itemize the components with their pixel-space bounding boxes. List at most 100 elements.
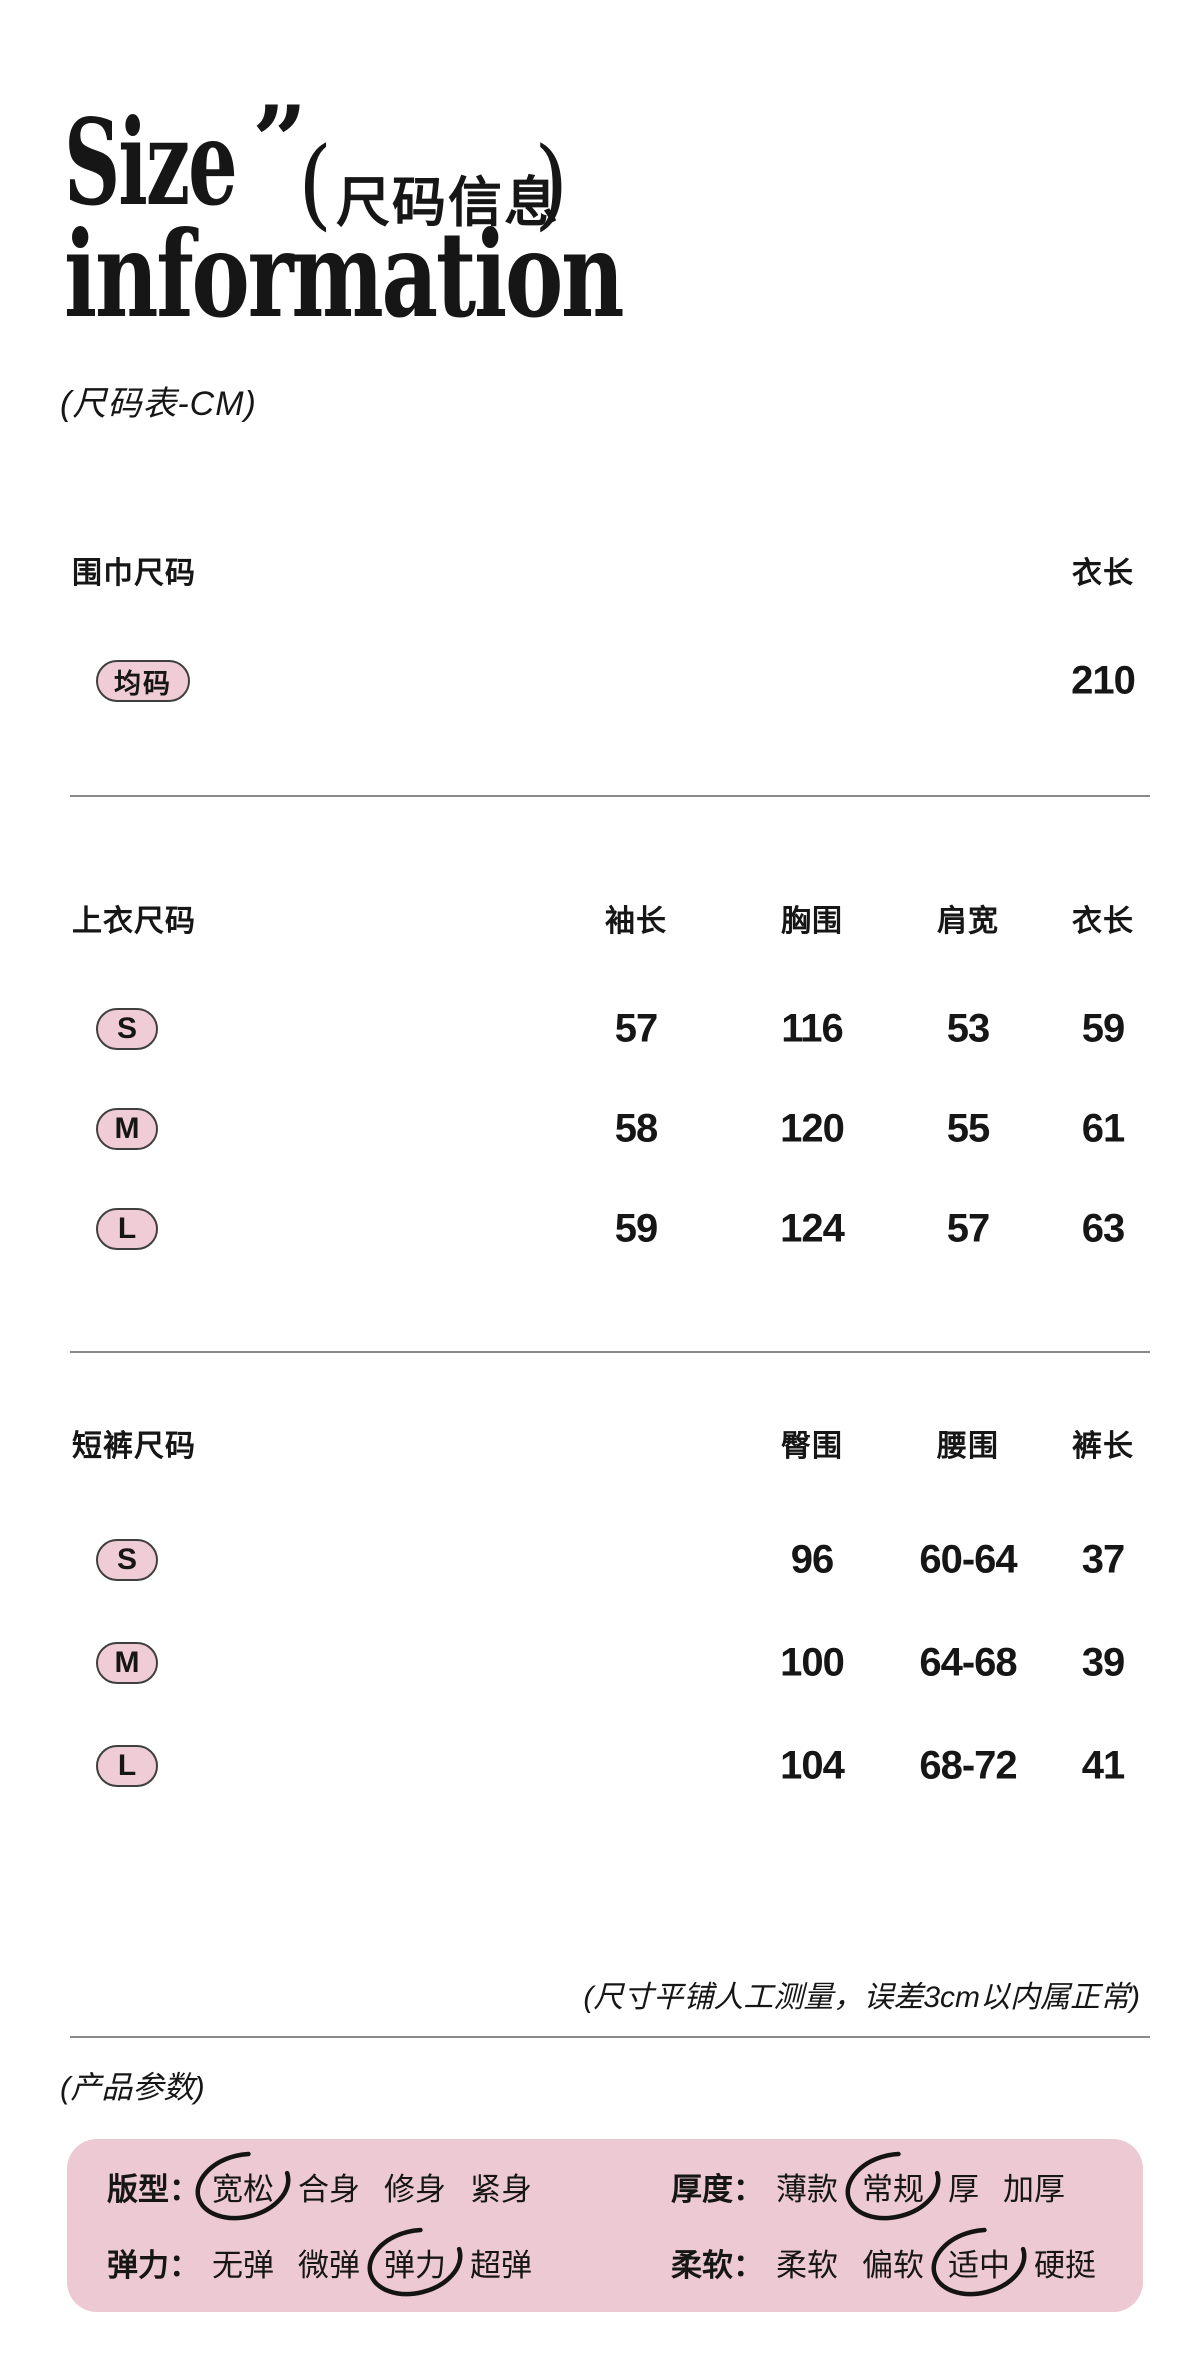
param-option: 紧身 <box>470 2164 532 2209</box>
size-value: 59 <box>1081 1006 1125 1051</box>
param-row: 版型： 宽松 合身 修身 紧身 厚度： 薄款 常规厚加厚 <box>107 2151 1123 2221</box>
param-group: 弹力： 无弹 微弹 弹力 超弹 <box>107 2227 671 2297</box>
column-header: 袖长 <box>605 905 667 938</box>
param-option-label: 无弹 <box>212 2247 274 2283</box>
param-group: 柔软： 柔软 偏软 适中 硬挺 <box>671 2227 1123 2297</box>
size-value: 55 <box>946 1106 990 1151</box>
size-row: 均码 210 <box>70 655 1150 707</box>
param-option-label: 适中 <box>948 2247 1010 2283</box>
size-value: 59 <box>614 1206 658 1251</box>
param-option-label: 厚 <box>948 2171 979 2207</box>
param-option-selected: 常规 <box>845 2151 941 2221</box>
column-header: 衣长 <box>1072 557 1134 590</box>
column-header: 腰围 <box>937 1430 999 1463</box>
param-option-label: 修身 <box>384 2171 446 2207</box>
size-value: 39 <box>1081 1640 1125 1685</box>
table-label: 围巾尺码 <box>72 557 196 590</box>
size-value: 58 <box>614 1106 658 1151</box>
param-option-label: 常规 <box>862 2171 924 2207</box>
size-value: 57 <box>946 1206 990 1251</box>
size-row: S 57 116 53 59 <box>70 1003 1150 1055</box>
size-value: 41 <box>1081 1743 1125 1788</box>
scarf-size-table: 围巾尺码 衣长均码 210 <box>70 548 1150 768</box>
table-header-row: 上衣尺码 袖长 胸围 肩宽 衣长 <box>70 896 1150 940</box>
title-word-size: Size <box>64 93 238 232</box>
size-value: 53 <box>946 1006 990 1051</box>
size-value: 116 <box>781 1006 844 1051</box>
title-word-information: information <box>64 205 624 344</box>
column-header: 臀围 <box>781 1430 843 1463</box>
title-paren-open: ( <box>298 125 333 241</box>
param-option-label: 超弹 <box>470 2247 532 2283</box>
param-option: 薄款 <box>776 2164 838 2209</box>
param-option-label: 薄款 <box>776 2171 838 2207</box>
size-badge: L <box>96 1208 158 1250</box>
param-label: 版型： <box>107 2171 200 2207</box>
measurement-tolerance-note: (尺寸平铺人工测量，误差3cm以内属正常) <box>583 1981 1140 2014</box>
column-header: 裤长 <box>1072 1430 1134 1463</box>
size-row: M 100 64-68 39 <box>70 1637 1150 1689</box>
size-value: 61 <box>1081 1106 1125 1151</box>
title-chinese: 尺码信息 <box>336 173 560 233</box>
size-value: 100 <box>780 1640 845 1685</box>
param-option-label: 弹力 <box>384 2247 446 2283</box>
size-badge: L <box>96 1745 158 1787</box>
size-value: 210 <box>1071 658 1136 703</box>
size-badge: M <box>96 1642 158 1684</box>
tops-size-table: 上衣尺码 袖长 胸围 肩宽 衣长 S 57 116 53 59 M 58 120 55 61 L 59 124 57… <box>70 896 1150 1316</box>
param-option-label: 偏软 <box>862 2247 924 2283</box>
param-option: 加厚 <box>1003 2164 1065 2209</box>
param-label: 弹力： <box>107 2247 200 2283</box>
size-row: L 59 124 57 63 <box>70 1203 1150 1255</box>
size-badge: M <box>96 1108 158 1150</box>
param-option-label: 紧身 <box>470 2171 532 2207</box>
table-header-row: 短裤尺码 臀围 腰围 裤长 <box>70 1421 1150 1465</box>
param-option: 硬挺 <box>1034 2240 1096 2285</box>
param-option: 超弹 <box>470 2240 532 2285</box>
param-option-label: 柔软 <box>776 2247 838 2283</box>
param-options: 薄款 常规厚加厚 <box>776 2151 1089 2221</box>
param-options: 宽松 合身 修身 紧身 <box>195 2151 556 2221</box>
divider <box>70 1351 1150 1353</box>
size-value: 64-68 <box>919 1640 1017 1685</box>
param-option-label: 硬挺 <box>1034 2247 1096 2283</box>
column-header: 肩宽 <box>937 905 999 938</box>
size-row: S 96 60-64 37 <box>70 1534 1150 1586</box>
size-value: 120 <box>780 1106 845 1151</box>
size-value: 68-72 <box>919 1743 1017 1788</box>
size-value: 96 <box>790 1537 834 1582</box>
param-option: 厚 <box>948 2164 979 2209</box>
title-paren-close: ) <box>534 125 569 241</box>
table-label: 短裤尺码 <box>72 1430 196 1463</box>
size-value: 104 <box>780 1743 845 1788</box>
param-option-label: 宽松 <box>212 2171 274 2207</box>
column-header: 衣长 <box>1072 905 1134 938</box>
size-value: 63 <box>1081 1206 1125 1251</box>
param-option: 柔软 <box>776 2240 838 2285</box>
param-group: 版型： 宽松 合身 修身 紧身 <box>107 2151 671 2221</box>
column-header: 胸围 <box>781 905 843 938</box>
size-badge: S <box>96 1008 158 1050</box>
size-value: 57 <box>614 1006 658 1051</box>
param-option-selected: 宽松 <box>195 2151 291 2221</box>
param-option: 修身 <box>384 2164 446 2209</box>
param-option: 微弹 <box>298 2240 360 2285</box>
size-value: 60-64 <box>919 1537 1017 1582</box>
param-option: 偏软 <box>862 2240 924 2285</box>
param-option-selected: 弹力 <box>367 2227 463 2297</box>
size-row: L 104 68-72 41 <box>70 1740 1150 1792</box>
size-row: M 58 120 55 61 <box>70 1103 1150 1155</box>
param-option: 合身 <box>298 2164 360 2209</box>
page-title: Size ” ( 尺码信息 ) information <box>64 93 764 354</box>
param-label: 厚度： <box>671 2171 764 2207</box>
param-label: 柔软： <box>671 2247 764 2283</box>
quote-mark: ” <box>252 85 308 198</box>
size-tables-area: 围巾尺码 衣长 均码 210 上衣尺码 袖长 胸围 肩宽 衣长 S 57 116 53 59 M 58 120… <box>70 0 1150 2359</box>
param-options: 无弹 微弹 弹力 超弹 <box>212 2227 556 2297</box>
param-group: 厚度： 薄款 常规厚加厚 <box>671 2151 1123 2221</box>
size-badge: S <box>96 1539 158 1581</box>
table-header-row: 围巾尺码 衣长 <box>70 548 1150 592</box>
size-value: 124 <box>780 1206 845 1251</box>
divider <box>70 795 1150 797</box>
